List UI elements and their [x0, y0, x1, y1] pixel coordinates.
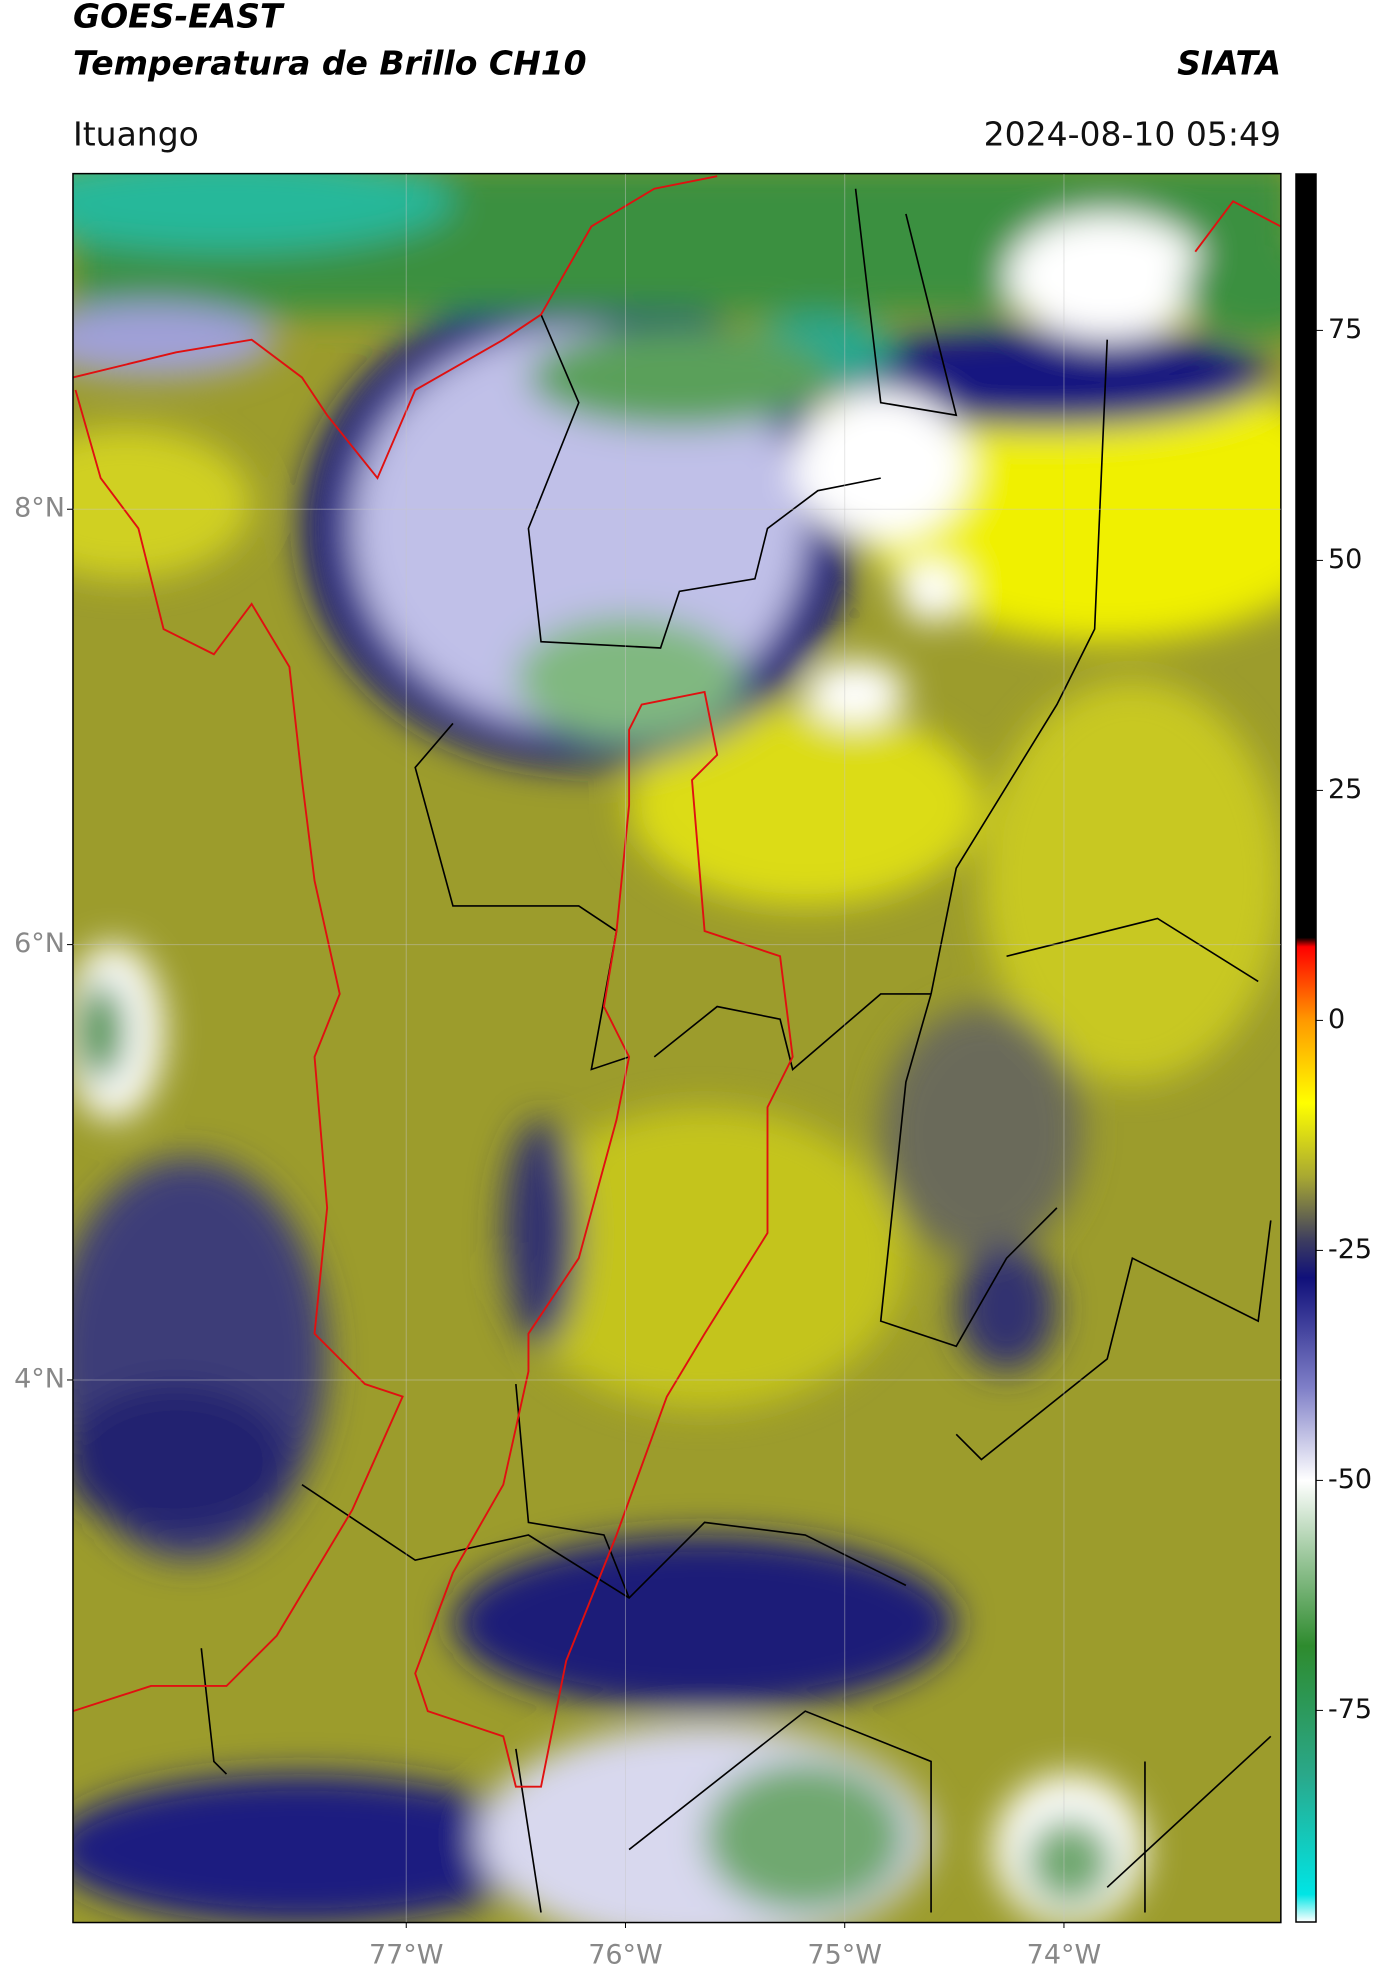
location: Ituango [73, 115, 199, 154]
colorbar-tick-label: 0 [1328, 1004, 1345, 1035]
colorbar-tick-label: -75 [1328, 1694, 1372, 1725]
y-tick-label: 8°N [14, 493, 65, 524]
x-tick-label: 75°W [807, 1940, 882, 1971]
x-tick-label: 77°W [369, 1940, 444, 1971]
colorbar-tick-label: 50 [1328, 544, 1362, 575]
x-tick-label: 76°W [588, 1940, 663, 1971]
colorbar-tick-label: 75 [1328, 314, 1362, 345]
title-line: Temperatura de Brillo CH10 [73, 44, 587, 83]
colorbar-tick-label: 25 [1328, 774, 1362, 805]
y-tick-label: 4°N [14, 1363, 65, 1394]
datetime: 2024-08-10 05:49 [984, 115, 1281, 154]
axes: 77°W 76°W 75°W 74°W 4°N 6°N 8°N 75 50 25 0 -25 -50 -7… [14, 174, 1372, 1971]
colorbar-tick-label: -50 [1328, 1464, 1372, 1495]
colorbar-tick-label: -25 [1328, 1234, 1372, 1265]
x-tick-label: 74°W [1027, 1940, 1102, 1971]
organization: SIATA [1177, 44, 1281, 83]
title-line: GOES-EAST [73, 0, 285, 36]
colorbar [1295, 173, 1317, 1923]
satellite-image [72, 172, 1282, 1924]
y-tick-label: 6°N [14, 928, 65, 959]
